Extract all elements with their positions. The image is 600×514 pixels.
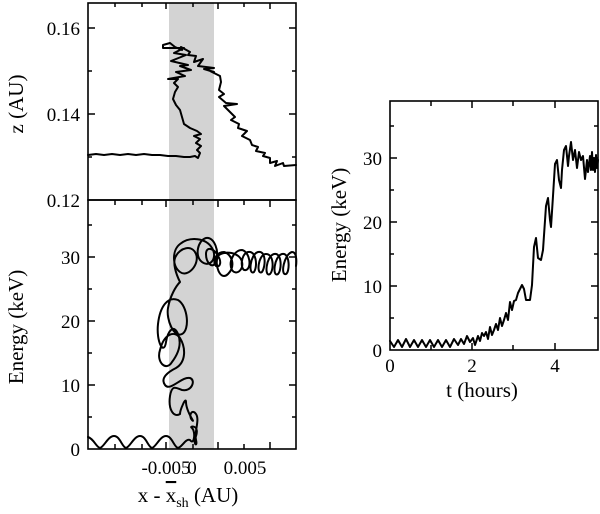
energy-time-curve <box>389 141 599 348</box>
right-xticks <box>430 101 556 350</box>
right-xtick-0: 0 <box>385 356 395 377</box>
ytick-10: 10 <box>61 376 80 397</box>
right-ylabel: Energy (keV) <box>327 168 351 283</box>
right-xtick-2: 2 <box>467 356 477 377</box>
xtick-neg-0.005: -0.005 <box>141 458 190 479</box>
right-ytick-10: 10 <box>363 277 382 298</box>
xtick-0: 0 <box>187 458 197 479</box>
z-trajectory-curve <box>87 42 297 167</box>
energy-gyration-curve <box>87 236 298 449</box>
right-xlabel: t (hours) <box>446 378 518 402</box>
top-left-xticks <box>114 3 271 207</box>
xtick-0.005: 0.005 <box>224 458 267 479</box>
right-xtick-4: 4 <box>550 356 560 377</box>
top-left-yticks <box>88 27 296 158</box>
right-ytick-30: 30 <box>363 149 382 170</box>
top-left-ylabel: z (AU) <box>4 75 28 134</box>
right-ytick-0: 0 <box>373 341 383 362</box>
right-plot-frame <box>389 100 599 351</box>
ytick-0: 0 <box>71 440 81 461</box>
bottom-left-xlabel: x - xsh (AU) <box>138 483 239 511</box>
ytick-30: 30 <box>61 248 80 269</box>
bottom-left-yticks <box>88 224 296 418</box>
ytick-0.16: 0.16 <box>47 19 80 40</box>
xbar-symbol: x <box>166 483 177 507</box>
ytick-0.12: 0.12 <box>47 191 80 212</box>
ytick-0.14: 0.14 <box>47 105 81 126</box>
bottom-left-ylabel: Energy (keV) <box>4 270 28 385</box>
bottom-left-plot-frame <box>87 199 297 450</box>
ytick-20: 20 <box>61 312 80 333</box>
right-ytick-20: 20 <box>363 213 382 234</box>
bottom-left-xticks <box>114 442 271 449</box>
